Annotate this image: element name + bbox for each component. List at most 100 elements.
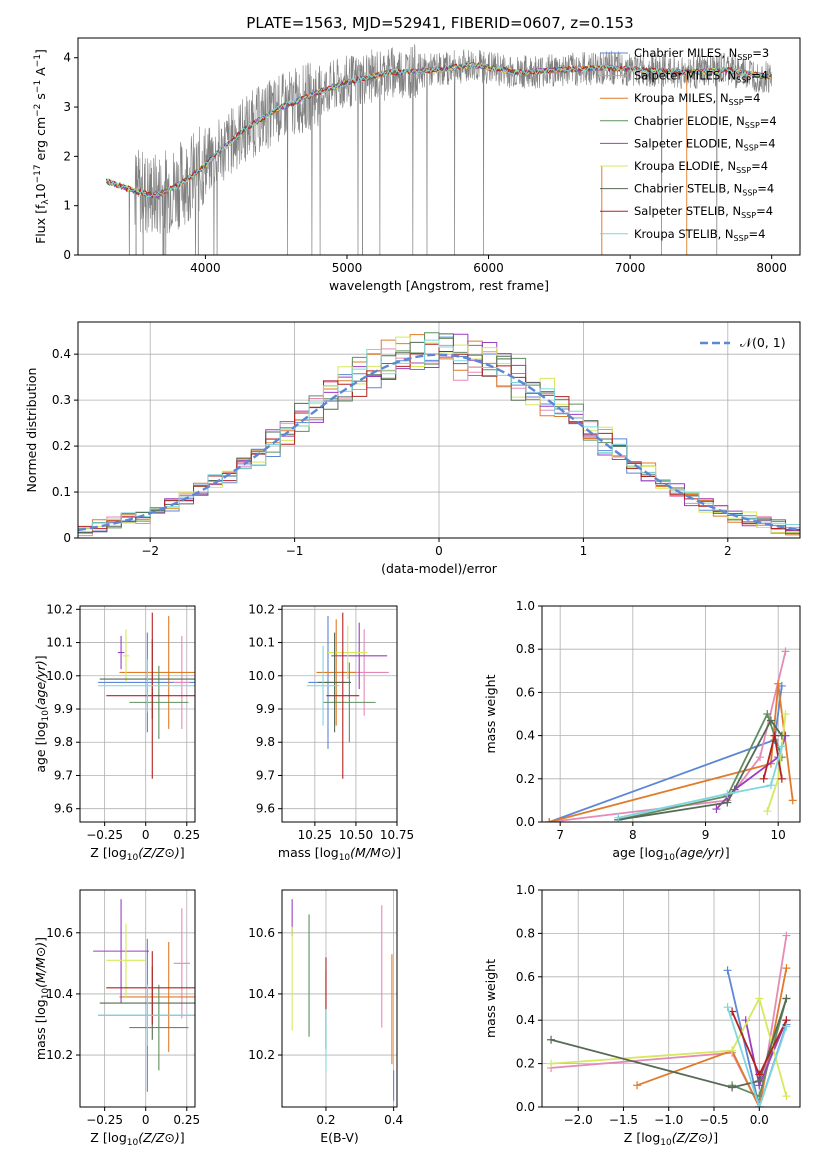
spectrum-panel bbox=[105, 44, 772, 255]
mass-weight-line bbox=[549, 683, 794, 822]
legend-entry: Chabrier ELODIE, NSSP=4 bbox=[634, 114, 777, 130]
mass_weight_vs_Z-xtick-label: −1.0 bbox=[654, 1113, 683, 1127]
label-part: ] bbox=[33, 655, 48, 660]
age_vs_mass-ytick-label: 9.6 bbox=[256, 802, 275, 816]
label-part: (M/M⊙) bbox=[33, 942, 48, 988]
mass_vs_ebv-ytick-label: 10.6 bbox=[248, 926, 275, 940]
legend-count: =4 bbox=[751, 69, 768, 83]
mass_vs_Z-ytick-label: 10.4 bbox=[46, 987, 73, 1001]
age_vs_Z-axes-box bbox=[79, 605, 196, 823]
label-part: mass [log bbox=[278, 845, 339, 860]
age_vs_mass-xlabel: mass [log10(M/M⊙)] bbox=[278, 845, 401, 863]
mass_weight_vs_age-xlabel: age [log10(age/yr)] bbox=[612, 845, 729, 863]
normal-curve bbox=[78, 353, 800, 532]
age_vs_mass-ytick-label: 10.1 bbox=[248, 636, 275, 650]
label-part: age [log bbox=[33, 721, 48, 772]
legend-entry: Salpeter STELIB, NSSP=4 bbox=[634, 204, 773, 220]
mass_weight_vs_Z-xtick-label: −1.5 bbox=[609, 1113, 638, 1127]
mass_weight_vs_Z-ylabel: mass weight bbox=[483, 959, 498, 1038]
mass-weight-marker bbox=[777, 742, 786, 751]
legend-subscript: SSP bbox=[729, 98, 744, 107]
ylabel-part: λ bbox=[41, 199, 51, 205]
mass_vs_Z-ylabel: mass [log10(M/M⊙)] bbox=[33, 937, 51, 1060]
legend-subscript: SSP bbox=[734, 234, 749, 243]
mass-weight-marker bbox=[723, 1003, 732, 1012]
residuals-xtick-label: 2 bbox=[724, 544, 732, 558]
spectrum-xtick-label: 7000 bbox=[615, 261, 646, 275]
mass-weight-marker bbox=[712, 805, 721, 814]
label-part: (Z/Z⊙) bbox=[138, 845, 180, 860]
age_vs_Z-ylabel: age [log10(age/yr)] bbox=[33, 655, 51, 772]
age_vs_mass-ytick-label: 10.2 bbox=[248, 602, 275, 616]
ylabel-part: A bbox=[33, 67, 48, 80]
spectrum-legend: Chabrier MILES, NSSP=3 Salpeter MILES, NS… bbox=[600, 46, 777, 243]
mass-weight-marker bbox=[547, 1035, 556, 1044]
mass_weight_vs_Z-xlabel: Z [log10(Z/Z⊙)] bbox=[624, 1130, 718, 1148]
mass-weight-line bbox=[618, 746, 783, 819]
age_vs_mass-xtick-label: 10.75 bbox=[380, 828, 414, 842]
ylabel-part: −1 bbox=[33, 80, 43, 93]
mass_weight_vs_age-xtick-label: 10 bbox=[771, 828, 786, 842]
ylabel-part: −1 bbox=[33, 54, 43, 67]
mass-weight-line bbox=[550, 998, 788, 1089]
age_vs_mass-ytick-label: 9.8 bbox=[256, 735, 275, 749]
mass-weight-line bbox=[618, 718, 783, 821]
age_vs_Z-ytick-label: 10.2 bbox=[46, 602, 73, 616]
mass_weight_vs_age-ytick-label: 1.0 bbox=[516, 599, 535, 613]
legend-entry: Chabrier MILES, NSSP=3 bbox=[634, 46, 769, 62]
mass-weight-marker bbox=[770, 731, 779, 740]
label-part: ] bbox=[33, 937, 48, 942]
legend-entry: Salpeter ELODIE, NSSP=4 bbox=[634, 136, 776, 152]
mass_weight_vs_Z-xtick-label: −0.5 bbox=[699, 1113, 728, 1127]
mass_weight_vs_age-ytick-label: 0.4 bbox=[516, 729, 535, 743]
mass-weight-marker bbox=[759, 774, 768, 783]
mass_vs_Z-panel bbox=[80, 890, 195, 1107]
age_vs_Z-plot-area bbox=[98, 612, 195, 779]
mass-weight-marker bbox=[782, 964, 791, 973]
spectrum-xtick-label: 5000 bbox=[332, 261, 363, 275]
age_vs_mass-xtick-label: 10.25 bbox=[298, 828, 332, 842]
mass_vs_Z-xtick-label: 0 bbox=[142, 1113, 150, 1127]
residuals-xtick-label: 0 bbox=[435, 544, 443, 558]
legend-count: =4 bbox=[759, 136, 776, 150]
mass_weight_vs_age-plot-area bbox=[545, 647, 797, 822]
mass_weight_vs_age-ytick-label: 0.2 bbox=[516, 772, 535, 786]
label-part: (age/yr) bbox=[33, 660, 48, 710]
mass_vs_Z-plot-area bbox=[93, 899, 195, 1092]
mass_vs_ebv-frame: 0.2 0.4 10.2 10.4 10.6 E(B-V) bbox=[248, 889, 403, 1145]
mass_vs_ebv-axes-box bbox=[281, 889, 398, 1108]
mass-weight-marker bbox=[774, 679, 783, 688]
label-subscript: 10 bbox=[660, 1138, 672, 1148]
mass_vs_ebv-xtick-label: 0.2 bbox=[316, 1113, 335, 1127]
mass_weight_vs_Z-ytick-label: 0.4 bbox=[516, 1013, 535, 1027]
age_vs_mass-panel bbox=[282, 606, 398, 822]
label-subscript: 10 bbox=[41, 710, 51, 722]
label-subscript: 10 bbox=[664, 853, 676, 863]
residuals-xlabel: (data-model)/error bbox=[381, 561, 498, 576]
ylabel-part: Flux [f bbox=[33, 204, 48, 244]
legend-subscript: SSP bbox=[742, 189, 757, 198]
spectrum-xlabel: wavelength [Angstrom, rest frame] bbox=[329, 278, 549, 293]
legend-count: =4 bbox=[757, 182, 774, 196]
residuals-xtick-label: 1 bbox=[580, 544, 588, 558]
ylabel-part: erg cm bbox=[33, 117, 48, 165]
ylabel-part: ] bbox=[33, 49, 48, 54]
mass_weight_vs_Z-plot-area bbox=[547, 931, 791, 1107]
legend-entry: Salpeter MILES, NSSP=4 bbox=[634, 69, 768, 85]
spectrum-ylabel: Flux [fλ10−17 erg cm−2 s−1 A−1] bbox=[33, 49, 51, 244]
mass_weight_vs_age-ytick-label: 0.8 bbox=[516, 642, 535, 656]
legend-subscript: SSP bbox=[744, 143, 759, 152]
legend-subscript: SSP bbox=[736, 76, 751, 85]
label-part: (Z/Z⊙) bbox=[138, 1130, 180, 1145]
mass_vs_ebv-xtick-label: 0.4 bbox=[384, 1113, 403, 1127]
spectrum-ytick-label: 3 bbox=[63, 100, 71, 114]
spectrum-ytick-label: 2 bbox=[63, 149, 71, 163]
mass_weight_vs_age-xtick-label: 7 bbox=[556, 828, 564, 842]
mass_weight_vs_Z-ytick-label: 0.8 bbox=[516, 926, 535, 940]
mass-weight-marker bbox=[728, 1046, 737, 1055]
mass_vs_Z-xlabel: Z [log10(Z/Z⊙)] bbox=[90, 1130, 184, 1148]
spectrum-ytick-label: 1 bbox=[63, 199, 71, 213]
age_vs_mass-axes-box bbox=[281, 605, 398, 823]
